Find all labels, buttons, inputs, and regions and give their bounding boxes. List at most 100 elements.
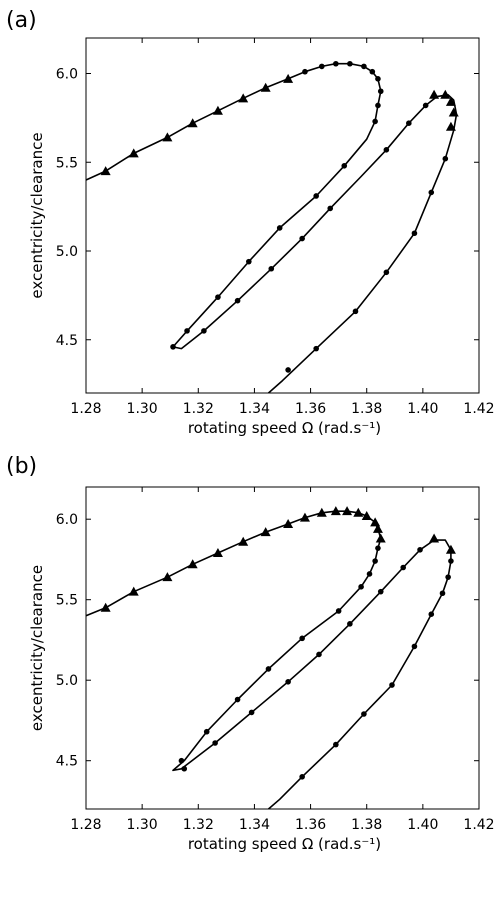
- circle-marker: [335, 608, 342, 614]
- y-tick-label: 5.0: [56, 673, 78, 689]
- response-curve: [86, 510, 452, 809]
- triangle-marker: [429, 533, 440, 543]
- circle-marker: [377, 88, 384, 95]
- triangle-marker: [162, 572, 173, 582]
- circle-marker: [352, 308, 359, 315]
- circle-marker: [212, 740, 218, 746]
- circle-marker: [383, 269, 390, 276]
- circle-marker: [383, 147, 390, 153]
- y-tick-label: 4.5: [56, 333, 78, 349]
- y-tick-label: 4.5: [56, 754, 78, 770]
- triangle-marker: [162, 132, 173, 142]
- triangle-marker: [445, 96, 456, 106]
- circle-marker: [302, 68, 308, 75]
- circle-marker: [313, 193, 319, 199]
- panel-label: (b): [6, 454, 38, 479]
- circle-marker: [366, 571, 373, 577]
- triangle-marker: [342, 506, 353, 516]
- x-tick-label: 1.42: [463, 817, 494, 833]
- triangle-marker: [212, 548, 223, 558]
- circle-marker: [375, 545, 381, 551]
- circle-marker: [248, 709, 255, 716]
- triangle-marker: [238, 93, 249, 103]
- triangle-marker: [100, 602, 111, 612]
- circle-marker: [201, 328, 207, 334]
- circle-marker: [347, 621, 353, 627]
- triangle-marker: [440, 89, 451, 99]
- x-tick-label: 1.36: [295, 817, 326, 833]
- circle-marker: [234, 297, 241, 304]
- circle-marker: [333, 741, 339, 748]
- circle-marker: [184, 328, 190, 334]
- circle-marker: [268, 265, 275, 272]
- triangle-marker: [445, 121, 456, 131]
- circle-marker: [285, 679, 291, 685]
- y-axis-label: excentricity/clearance: [28, 565, 46, 731]
- circle-marker: [347, 60, 353, 67]
- circle-marker: [358, 584, 364, 590]
- x-tick-label: 1.40: [407, 401, 438, 417]
- panel-label: (a): [6, 8, 37, 33]
- triangle-marker: [283, 73, 294, 83]
- x-tick-label: 1.32: [183, 817, 214, 833]
- plot-area: [86, 60, 459, 393]
- circle-marker: [170, 344, 176, 350]
- x-tick-label: 1.34: [239, 817, 270, 833]
- circle-marker: [265, 666, 272, 672]
- triangle-marker: [370, 517, 381, 527]
- triangle-marker: [238, 536, 249, 546]
- triangle-marker: [448, 107, 459, 117]
- circle-marker: [389, 682, 395, 688]
- circle-marker: [406, 120, 412, 126]
- x-tick-label: 1.36: [295, 401, 326, 417]
- triangle-marker: [100, 166, 111, 176]
- triangle-marker: [361, 510, 372, 520]
- circle-marker: [276, 225, 283, 231]
- chart-b: 1.28 1.30 1.32 1.34 1.36 1.38 1.40 1.42 4.5 5.0 5.…: [28, 486, 495, 853]
- x-tick-label: 1.32: [183, 401, 214, 417]
- y-tick-label: 6.0: [56, 67, 78, 83]
- triangle-marker: [429, 89, 440, 99]
- y-axis-label: excentricity/clearance: [28, 132, 46, 298]
- y-tick-label: 6.0: [56, 512, 78, 528]
- x-axis-label: rotating speed Ω (rad.s⁻¹): [188, 419, 381, 437]
- x-axis-label: rotating speed Ω (rad.s⁻¹): [188, 835, 381, 853]
- x-tick-label: 1.28: [70, 401, 101, 417]
- circle-marker: [313, 345, 319, 352]
- circle-marker: [422, 102, 429, 109]
- plot-frame: [85, 486, 480, 810]
- circle-marker: [428, 611, 435, 617]
- circle-marker: [181, 765, 188, 772]
- circle-marker: [361, 711, 367, 717]
- triangle-marker: [372, 523, 383, 533]
- circle-marker: [439, 590, 446, 597]
- circle-marker: [203, 728, 210, 735]
- circle-marker: [372, 118, 378, 125]
- triangle-marker: [212, 105, 223, 115]
- circle-marker: [448, 558, 454, 564]
- circle-marker: [215, 294, 221, 300]
- panel-a: (a) 1.28 1.30 1.32 1.34 1.36 1.38 1.40 1.42 4.5 5…: [6, 8, 495, 437]
- y-tick-label: 5.5: [56, 593, 78, 609]
- triangle-marker: [445, 544, 456, 554]
- plot-frame: [85, 37, 480, 394]
- response-curve: [86, 62, 458, 393]
- triangle-marker: [330, 506, 341, 516]
- triangle-marker: [353, 507, 364, 517]
- circle-marker: [377, 588, 384, 595]
- x-tick-label: 1.30: [127, 817, 158, 833]
- triangle-marker: [187, 118, 198, 128]
- circle-marker: [369, 68, 376, 75]
- circle-marker: [361, 63, 367, 70]
- triangle-marker: [260, 82, 271, 92]
- chart-a: 1.28 1.30 1.32 1.34 1.36 1.38 1.40 1.42 4.5 5.0 5.…: [28, 37, 495, 437]
- x-tick-label: 1.28: [70, 817, 101, 833]
- circle-marker: [316, 651, 322, 658]
- circle-marker: [375, 76, 381, 82]
- circle-marker: [246, 258, 252, 265]
- x-tick-label: 1.40: [407, 817, 438, 833]
- x-tick-label: 1.30: [127, 401, 158, 417]
- circle-marker: [411, 230, 418, 237]
- circle-marker: [428, 189, 435, 196]
- circle-marker: [299, 635, 305, 642]
